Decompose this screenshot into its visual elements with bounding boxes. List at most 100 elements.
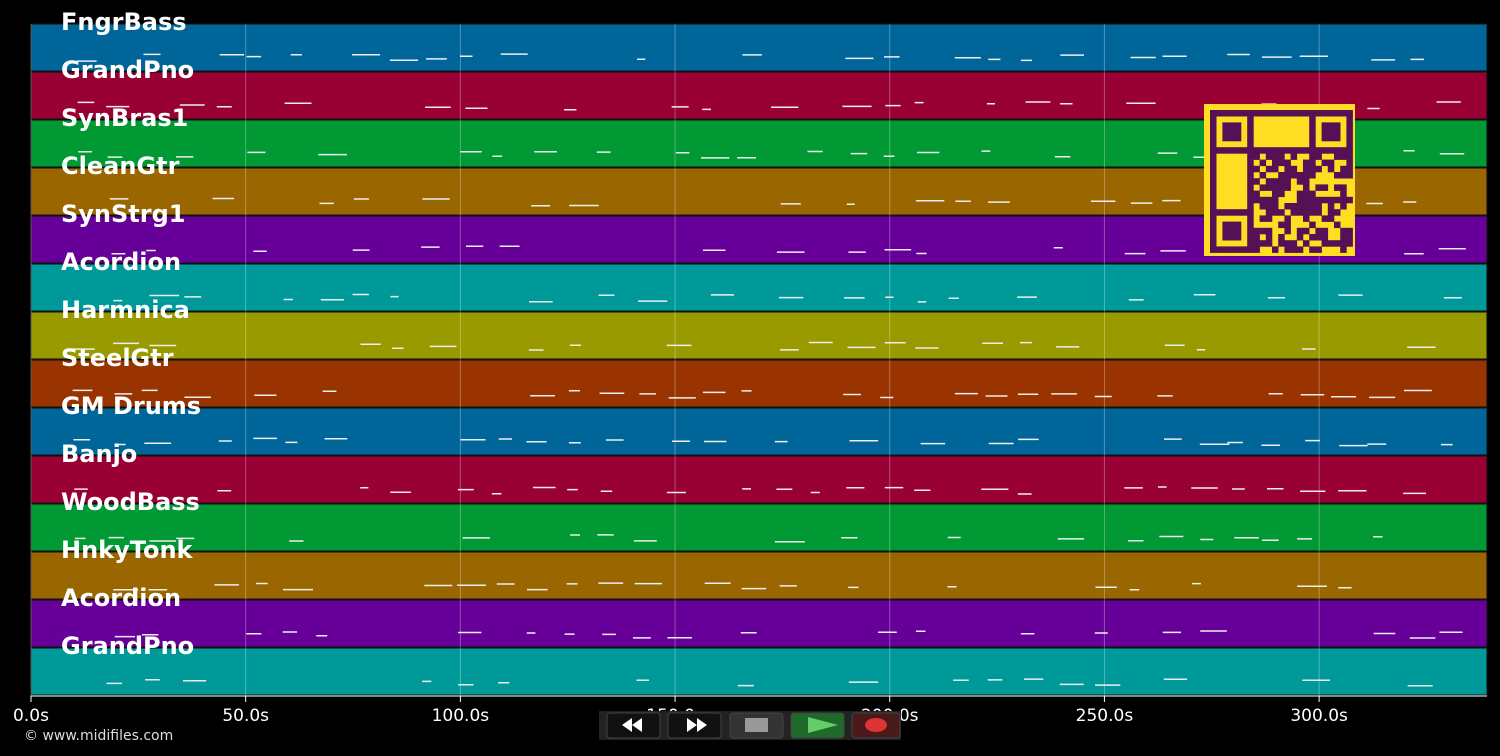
qr-cell xyxy=(1340,184,1347,191)
qr-cell xyxy=(1265,234,1273,241)
track-name: Acordion xyxy=(61,248,181,276)
qr-cell xyxy=(1241,147,1248,154)
qr-cell xyxy=(1272,209,1279,216)
qr-cell xyxy=(1334,221,1341,229)
qr-cell xyxy=(1247,227,1254,235)
notes xyxy=(74,486,1426,495)
track-name: CleanGtr xyxy=(61,152,180,180)
qr-cell xyxy=(1265,147,1273,154)
track-name: SteelGtr xyxy=(61,344,174,372)
qr-cell xyxy=(1253,246,1260,253)
stop-button[interactable] xyxy=(729,712,784,739)
forward-button[interactable] xyxy=(667,712,722,739)
track-lane xyxy=(30,263,1488,312)
qr-cell xyxy=(1253,165,1260,173)
qr-cell xyxy=(1334,122,1341,129)
play-button[interactable] xyxy=(790,712,845,739)
qr-cell xyxy=(1234,234,1242,241)
qr-cell xyxy=(1272,246,1279,253)
qr-cell xyxy=(1247,122,1254,129)
qr-cell xyxy=(1265,178,1273,185)
qr-cell xyxy=(1346,172,1353,179)
qr-cell xyxy=(1321,227,1329,235)
qr-cell xyxy=(1216,147,1223,154)
qr-cell xyxy=(1340,153,1347,160)
notes xyxy=(113,293,1462,303)
track-name: GrandPno xyxy=(61,56,194,84)
qr-cell xyxy=(1234,227,1242,235)
qr-cell xyxy=(1247,196,1254,204)
qr-cell xyxy=(1247,209,1254,216)
qr-cell xyxy=(1253,178,1260,185)
qr-cell xyxy=(1278,178,1285,185)
qr-cell xyxy=(1210,172,1217,179)
qr-cell xyxy=(1334,128,1341,136)
track-lane xyxy=(30,599,1488,648)
qr-cell xyxy=(1278,184,1285,191)
qr-cell xyxy=(1303,172,1310,179)
qr-cell xyxy=(1210,203,1217,210)
qr-cell xyxy=(1210,240,1217,247)
qr-cell xyxy=(1321,147,1329,154)
qr-cell xyxy=(1210,110,1217,117)
qr-cell xyxy=(1278,172,1285,179)
record-button[interactable] xyxy=(851,712,901,739)
qr-cell xyxy=(1272,178,1279,185)
qr-cell xyxy=(1296,203,1304,210)
qr-cell xyxy=(1278,147,1285,154)
qr-cell xyxy=(1327,110,1335,117)
notes xyxy=(106,678,1433,687)
track-name: SynStrg1 xyxy=(61,200,186,228)
qr-cell xyxy=(1247,190,1254,198)
qr-cell xyxy=(1284,221,1291,229)
qr-cell xyxy=(1296,147,1304,154)
qr-cell xyxy=(1210,122,1217,129)
qr-cell xyxy=(1253,196,1260,204)
qr-cell xyxy=(1241,110,1248,117)
qr-cell xyxy=(1259,110,1267,117)
qr-cell xyxy=(1210,227,1217,235)
qr-cell xyxy=(1321,159,1329,167)
track-lane xyxy=(30,311,1488,360)
x-tick-label: 50.0s xyxy=(222,706,269,726)
qr-cell xyxy=(1321,134,1329,142)
qr-cell xyxy=(1210,116,1217,123)
qr-cell xyxy=(1284,240,1291,247)
qr-cell xyxy=(1290,246,1298,253)
qr-cell xyxy=(1334,110,1341,117)
qr-cell xyxy=(1309,147,1316,154)
qr-cell xyxy=(1315,234,1322,241)
qr-cell xyxy=(1340,172,1347,179)
track-lane xyxy=(30,647,1488,696)
qr-cell xyxy=(1253,227,1260,235)
qr-cell xyxy=(1278,159,1285,167)
qr-cell xyxy=(1321,240,1329,247)
qr-cell xyxy=(1253,240,1260,247)
qr-cell xyxy=(1315,227,1322,235)
qr-cell xyxy=(1222,147,1229,154)
qr-cell xyxy=(1210,246,1217,253)
qr-cell xyxy=(1234,128,1242,136)
qr-cell xyxy=(1284,165,1291,173)
qr-cell xyxy=(1241,246,1248,253)
qr-cell xyxy=(1334,147,1341,154)
x-tick-label: 250.0s xyxy=(1076,706,1134,726)
qr-cell xyxy=(1309,153,1316,160)
qr-cell xyxy=(1290,153,1298,160)
rewind-button[interactable] xyxy=(606,712,661,739)
qr-cell xyxy=(1253,153,1260,160)
track-name: HnkyTonk xyxy=(61,536,194,564)
qr-cell xyxy=(1315,209,1322,216)
qr-cell xyxy=(1340,246,1347,253)
qr-cell xyxy=(1334,134,1341,142)
qr-cell xyxy=(1327,159,1335,167)
qr-cell xyxy=(1241,209,1248,216)
qr-cell xyxy=(1340,110,1347,117)
qr-cell xyxy=(1303,209,1310,216)
qr-cell xyxy=(1334,196,1341,204)
qr-cell xyxy=(1278,190,1285,198)
qr-cell xyxy=(1259,215,1267,222)
qr-cell xyxy=(1265,165,1273,173)
qr-cell xyxy=(1315,110,1322,117)
